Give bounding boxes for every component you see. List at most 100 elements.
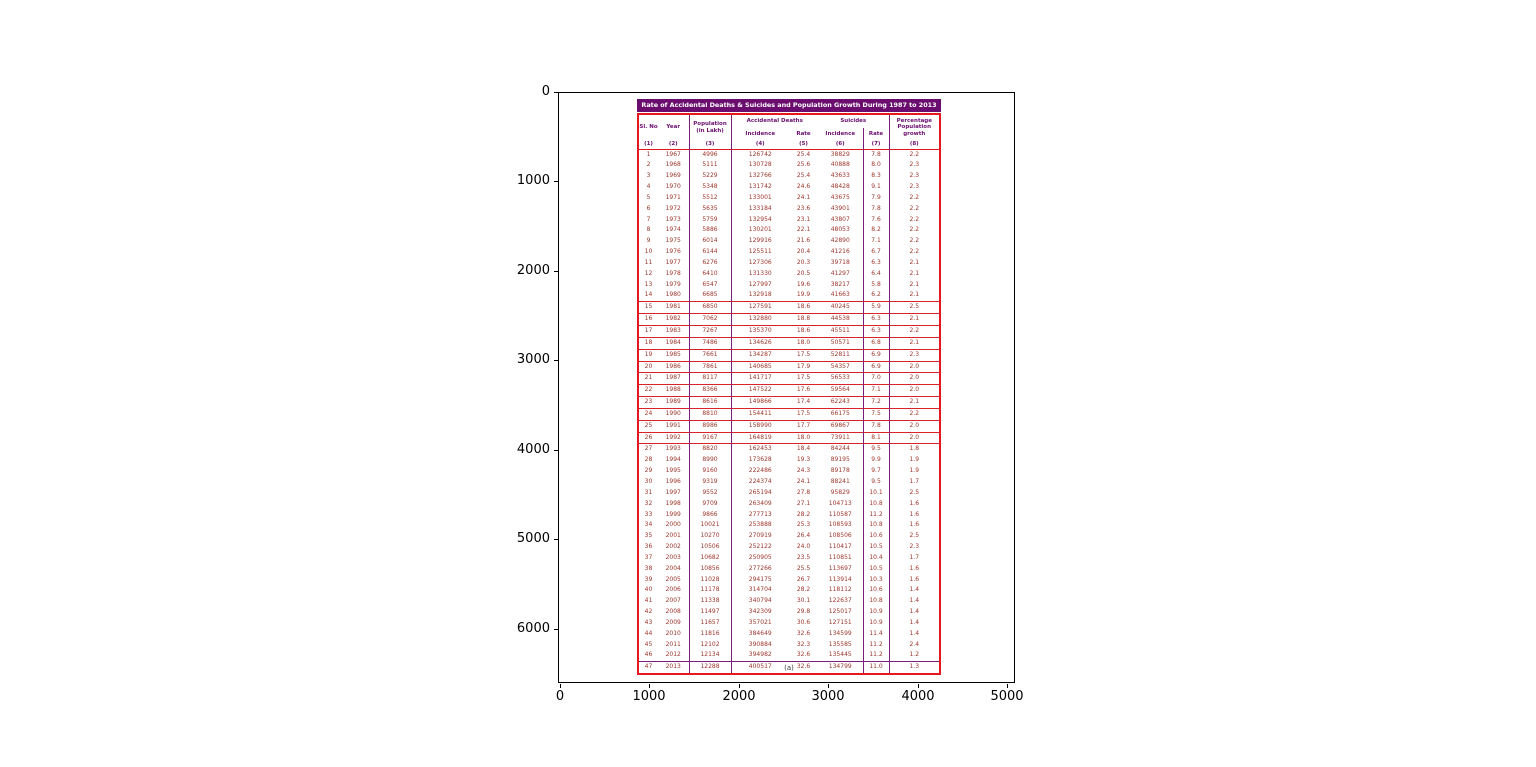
cell: 10856 <box>688 563 731 575</box>
cell: 6276 <box>688 257 731 269</box>
cell: 6 <box>646 204 651 212</box>
column-index: (5) <box>799 141 808 147</box>
cell: 2002 <box>665 543 681 551</box>
cell: 1975 <box>665 237 681 245</box>
x-tick-mark <box>1007 684 1008 688</box>
cell: 12288 <box>688 661 731 674</box>
cell: 7.1 <box>862 236 890 248</box>
cell: 342309 <box>730 607 789 618</box>
cell: 1983 <box>665 327 681 334</box>
table-row: 22 1988 8366 147522 17.6 59564 7.1 2.0 <box>639 384 940 397</box>
cell: 1985 <box>665 350 681 358</box>
x-axis-tick-label: 1000 <box>632 689 666 704</box>
col-header-growth: Percentage Population growth <box>888 115 940 140</box>
cell: 1.6 <box>888 563 940 575</box>
cell: 1.4 <box>888 596 940 608</box>
cell: 28.2 <box>796 586 811 594</box>
y-axis-tick-label: 3000 <box>516 352 550 367</box>
cell: 11338 <box>688 596 731 608</box>
table-row: 15 1981 6850 127591 18.6 40245 5.9 2.5 <box>639 301 940 314</box>
cell: 5229 <box>688 171 731 183</box>
cell: 277713 <box>730 509 789 521</box>
cell: 1.3 <box>888 661 940 674</box>
y-axis-tick-label: 0 <box>541 84 550 99</box>
cell: 1986 <box>665 362 681 370</box>
table-row: 29 1995 9160 222486 24.3 89178 9.7 1.9 <box>639 466 940 477</box>
cell: 32.6 <box>796 629 811 637</box>
cell: 132954 <box>730 214 789 226</box>
cell: 314704 <box>730 585 789 597</box>
cell: 2.2 <box>888 236 940 248</box>
cell: 10.8 <box>862 596 890 608</box>
column-index: (8) <box>888 140 940 149</box>
cell: 12134 <box>688 650 731 662</box>
cell: 134287 <box>730 349 789 362</box>
cell: 8 <box>646 226 651 234</box>
cell: 162453 <box>730 443 789 456</box>
cell: 1982 <box>665 315 681 323</box>
cell: 2.5 <box>888 301 940 314</box>
cell: 38217 <box>830 280 850 288</box>
cell: 19.3 <box>796 456 811 464</box>
cell: 131742 <box>730 182 789 193</box>
cell: 2.3 <box>888 349 940 362</box>
cell: 10.6 <box>862 585 890 597</box>
cell: 22.1 <box>796 226 811 234</box>
cell: 2.0 <box>888 384 940 397</box>
cell: 23.5 <box>796 553 811 561</box>
cell: 6144 <box>688 247 731 258</box>
cell: 1990 <box>665 409 681 417</box>
table-row: 6 1972 5635 133184 23.6 43901 7.8 2.2 <box>639 203 940 215</box>
cell: 10506 <box>688 542 731 553</box>
column-index: (1) <box>644 141 653 147</box>
cell: 118112 <box>828 586 852 594</box>
cell: 84244 <box>830 445 850 453</box>
cell: 30.1 <box>796 597 811 605</box>
cell: 42890 <box>830 237 850 245</box>
table-row: 39 2005 11028 294175 26.7 113914 10.3 1.6 <box>639 574 940 586</box>
cell: 5.9 <box>862 301 890 314</box>
cell: 130201 <box>730 225 789 237</box>
cell: 8986 <box>688 420 731 433</box>
cell: 126742 <box>730 149 789 161</box>
cell: 7.2 <box>862 396 890 409</box>
y-axis-tick-label: 4000 <box>516 442 550 457</box>
cell: 127997 <box>730 279 789 291</box>
cell: 125017 <box>828 608 852 616</box>
cell: 110851 <box>828 553 852 561</box>
cell: 2.0 <box>888 432 940 444</box>
column-index: (4) <box>730 140 789 149</box>
cell: 265194 <box>730 487 789 499</box>
table-row: 13 1979 6547 127997 19.6 38217 5.8 2.1 <box>639 279 940 291</box>
table-header: Sl. No Year Population (in Lakh) Acciden… <box>639 115 940 149</box>
cell: 10.9 <box>862 607 890 618</box>
cell: 132880 <box>730 313 789 326</box>
cell: 40888 <box>830 161 850 169</box>
cell: 1.4 <box>888 617 940 629</box>
cell: 6.3 <box>862 313 890 326</box>
col-header-sui-incidence: Incidence <box>825 130 856 137</box>
cell: 18.6 <box>796 327 811 334</box>
cell: 9 <box>646 237 651 245</box>
cell: 2001 <box>665 532 681 540</box>
cell: 10.1 <box>862 487 890 499</box>
cell: 1976 <box>665 248 681 256</box>
cell: 2006 <box>665 586 681 594</box>
cell: 1979 <box>665 280 681 288</box>
column-index: (6) <box>835 141 845 147</box>
cell: 2000 <box>665 521 681 529</box>
cell: 39718 <box>830 258 850 266</box>
cell: 1999 <box>665 510 681 518</box>
cell: 17.6 <box>796 386 811 394</box>
cell: 9.1 <box>862 182 890 193</box>
cell: 43901 <box>830 204 850 212</box>
cell: 7267 <box>688 325 731 338</box>
cell: 11 <box>644 258 653 266</box>
cell: 390884 <box>730 639 789 651</box>
cell: 2003 <box>665 553 681 561</box>
cell: 1995 <box>665 467 681 475</box>
cell: 1.7 <box>888 552 940 564</box>
cell: 20.5 <box>796 269 811 277</box>
cell: 32.3 <box>796 640 811 648</box>
cell: 1.2 <box>888 650 940 662</box>
